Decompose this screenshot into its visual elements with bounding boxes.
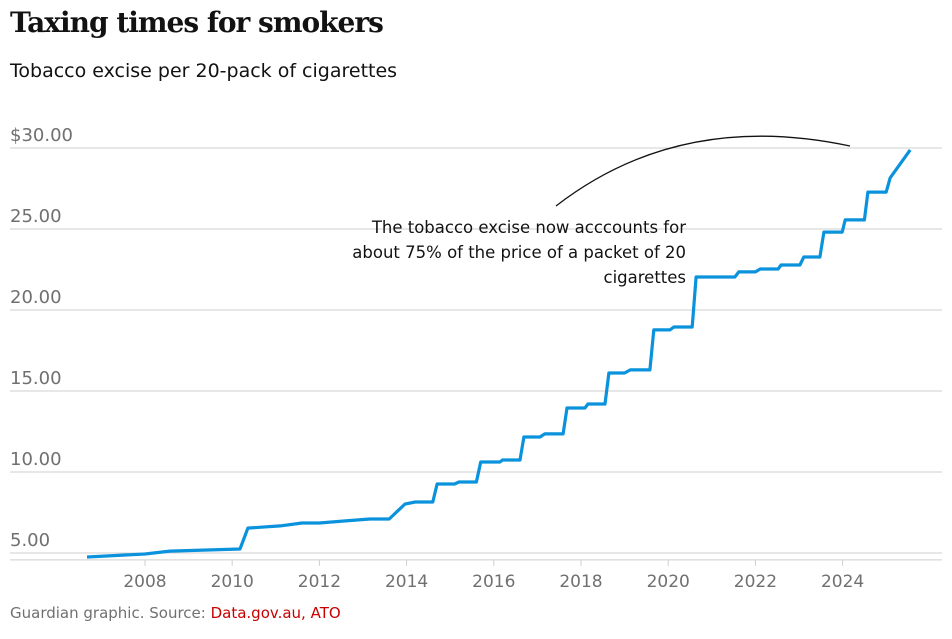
gridlines: 5.00 10.00 15.00 20.00 25.00 $30.00 xyxy=(10,125,942,554)
x-tick-label: 2010 xyxy=(211,572,254,592)
x-tick-label: 2016 xyxy=(472,572,515,592)
x-tick-label: 2008 xyxy=(123,572,166,592)
y-tick-label: 15.00 xyxy=(10,368,62,389)
annotation-line-1: The tobacco excise now acccounts for xyxy=(371,218,686,237)
x-tick-label: 2012 xyxy=(298,572,341,592)
x-tick-label: 2022 xyxy=(734,572,777,592)
x-tick-label: 2020 xyxy=(647,572,690,592)
series-line xyxy=(86,148,912,559)
y-tick-label: 5.00 xyxy=(10,530,50,551)
source-link[interactable]: Data.gov.au, ATO xyxy=(210,604,341,622)
y-tick-label: 10.00 xyxy=(10,449,62,470)
source-prefix: Guardian graphic. Source: xyxy=(10,604,211,622)
source-note: Guardian graphic. Source: Data.gov.au, A… xyxy=(10,604,341,622)
y-tick-label: $30.00 xyxy=(10,125,73,146)
chart-subtitle: Tobacco excise per 20-pack of cigarettes xyxy=(10,60,398,82)
chart-title: Taxing times for smokers xyxy=(10,6,384,39)
x-axis: 2008 2010 2012 2014 2016 2018 2020 2022 2024 xyxy=(10,559,942,592)
y-tick-label: 20.00 xyxy=(10,287,62,308)
annotation-arrow xyxy=(555,135,851,207)
annotation-line-3: cigarettes xyxy=(604,268,687,287)
annotation-line-2: about 75% of the price of a packet of 20 xyxy=(352,243,686,262)
x-tick-label: 2014 xyxy=(385,572,428,592)
x-tick-label: 2024 xyxy=(821,572,864,592)
x-tick-label: 2018 xyxy=(559,572,602,592)
y-tick-label: 25.00 xyxy=(10,206,62,227)
